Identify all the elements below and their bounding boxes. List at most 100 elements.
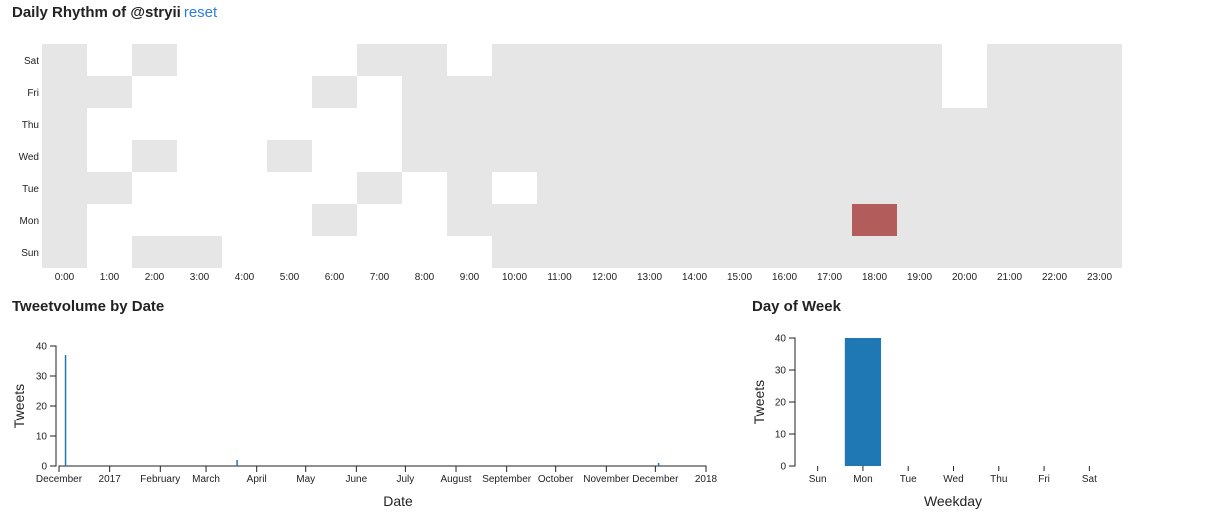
heatmap-cell[interactable] [942, 140, 987, 172]
heatmap-cell[interactable] [717, 236, 762, 268]
heatmap-cell[interactable] [807, 172, 852, 204]
heatmap-cell[interactable] [987, 236, 1032, 268]
heatmap-cell[interactable] [42, 204, 87, 236]
heatmap-cell[interactable] [1032, 44, 1077, 76]
heatmap-cell[interactable] [447, 76, 492, 108]
heatmap-cell[interactable] [762, 140, 807, 172]
heatmap-cell[interactable] [762, 172, 807, 204]
heatmap-cell[interactable] [1077, 172, 1122, 204]
heatmap-cell[interactable] [807, 236, 852, 268]
heatmap-cell[interactable] [42, 172, 87, 204]
heatmap-cell[interactable] [267, 140, 312, 172]
heatmap-cell[interactable] [132, 236, 177, 268]
heatmap-cell[interactable] [942, 204, 987, 236]
heatmap-cell[interactable] [42, 44, 87, 76]
heatmap-cell[interactable] [672, 236, 717, 268]
heatmap-cell[interactable] [87, 172, 132, 204]
heatmap-cell[interactable] [537, 236, 582, 268]
heatmap-cell[interactable] [942, 108, 987, 140]
heatmap-cell[interactable] [852, 204, 897, 236]
heatmap-cell[interactable] [1077, 44, 1122, 76]
heatmap-cell[interactable] [537, 140, 582, 172]
heatmap-cell[interactable] [672, 172, 717, 204]
heatmap-cell[interactable] [897, 76, 942, 108]
heatmap-cell[interactable] [627, 76, 672, 108]
heatmap-cell[interactable] [357, 172, 402, 204]
heatmap-cell[interactable] [987, 140, 1032, 172]
heatmap-cell[interactable] [582, 76, 627, 108]
heatmap-cell[interactable] [807, 140, 852, 172]
heatmap-cell[interactable] [582, 108, 627, 140]
heatmap-cell[interactable] [627, 44, 672, 76]
heatmap-cell[interactable] [987, 108, 1032, 140]
heatmap-cell[interactable] [852, 172, 897, 204]
heatmap-cell[interactable] [852, 44, 897, 76]
heatmap-cell[interactable] [807, 108, 852, 140]
heatmap-cell[interactable] [897, 236, 942, 268]
heatmap-cell[interactable] [582, 140, 627, 172]
heatmap-cell[interactable] [537, 44, 582, 76]
heatmap-cell[interactable] [627, 204, 672, 236]
heatmap-cell[interactable] [582, 236, 627, 268]
heatmap-cell[interactable] [717, 172, 762, 204]
heatmap-cell[interactable] [762, 204, 807, 236]
heatmap-cell[interactable] [402, 108, 447, 140]
heatmap-cell[interactable] [1077, 108, 1122, 140]
heatmap-cell[interactable] [492, 108, 537, 140]
heatmap-cell[interactable] [807, 44, 852, 76]
heatmap-cell[interactable] [897, 44, 942, 76]
heatmap-cell[interactable] [897, 140, 942, 172]
heatmap-cell[interactable] [852, 236, 897, 268]
date-bar[interactable] [236, 460, 238, 466]
heatmap-cell[interactable] [627, 140, 672, 172]
heatmap-cell[interactable] [492, 140, 537, 172]
heatmap-cell[interactable] [762, 236, 807, 268]
heatmap-cell[interactable] [582, 172, 627, 204]
heatmap-cell[interactable] [402, 76, 447, 108]
heatmap-cell[interactable] [1032, 108, 1077, 140]
heatmap-cell[interactable] [537, 108, 582, 140]
heatmap-cell[interactable] [402, 44, 447, 76]
heatmap-cell[interactable] [447, 108, 492, 140]
heatmap-cell[interactable] [672, 204, 717, 236]
heatmap-cell[interactable] [987, 44, 1032, 76]
heatmap-cell[interactable] [717, 140, 762, 172]
heatmap-cell[interactable] [1077, 204, 1122, 236]
heatmap-cell[interactable] [762, 108, 807, 140]
heatmap-cell[interactable] [627, 108, 672, 140]
heatmap-cell[interactable] [672, 76, 717, 108]
heatmap-cell[interactable] [312, 76, 357, 108]
heatmap-cell[interactable] [852, 76, 897, 108]
heatmap-cell[interactable] [1032, 140, 1077, 172]
heatmap-cell[interactable] [627, 236, 672, 268]
heatmap-cell[interactable] [492, 76, 537, 108]
heatmap-cell[interactable] [852, 108, 897, 140]
heatmap-cell[interactable] [357, 44, 402, 76]
heatmap-cell[interactable] [177, 236, 222, 268]
heatmap-cell[interactable] [492, 236, 537, 268]
heatmap-cell[interactable] [132, 44, 177, 76]
heatmap-cell[interactable] [447, 140, 492, 172]
heatmap-cell[interactable] [717, 44, 762, 76]
heatmap-cell[interactable] [492, 44, 537, 76]
heatmap-cell[interactable] [627, 172, 672, 204]
heatmap-cell[interactable] [717, 108, 762, 140]
heatmap-cell[interactable] [42, 76, 87, 108]
heatmap-cell[interactable] [582, 44, 627, 76]
heatmap-cell[interactable] [537, 204, 582, 236]
heatmap-cell[interactable] [672, 140, 717, 172]
heatmap-cell[interactable] [312, 204, 357, 236]
heatmap-cell[interactable] [87, 76, 132, 108]
heatmap-cell[interactable] [1032, 204, 1077, 236]
heatmap-cell[interactable] [762, 76, 807, 108]
heatmap-cell[interactable] [42, 140, 87, 172]
heatmap-cell[interactable] [402, 140, 447, 172]
heatmap-cell[interactable] [942, 172, 987, 204]
heatmap-cell[interactable] [897, 172, 942, 204]
heatmap-cell[interactable] [672, 44, 717, 76]
heatmap-cell[interactable] [942, 236, 987, 268]
heatmap-cell[interactable] [1032, 236, 1077, 268]
heatmap-cell[interactable] [987, 172, 1032, 204]
heatmap-cell[interactable] [1077, 76, 1122, 108]
weekday-bar[interactable] [844, 338, 882, 466]
